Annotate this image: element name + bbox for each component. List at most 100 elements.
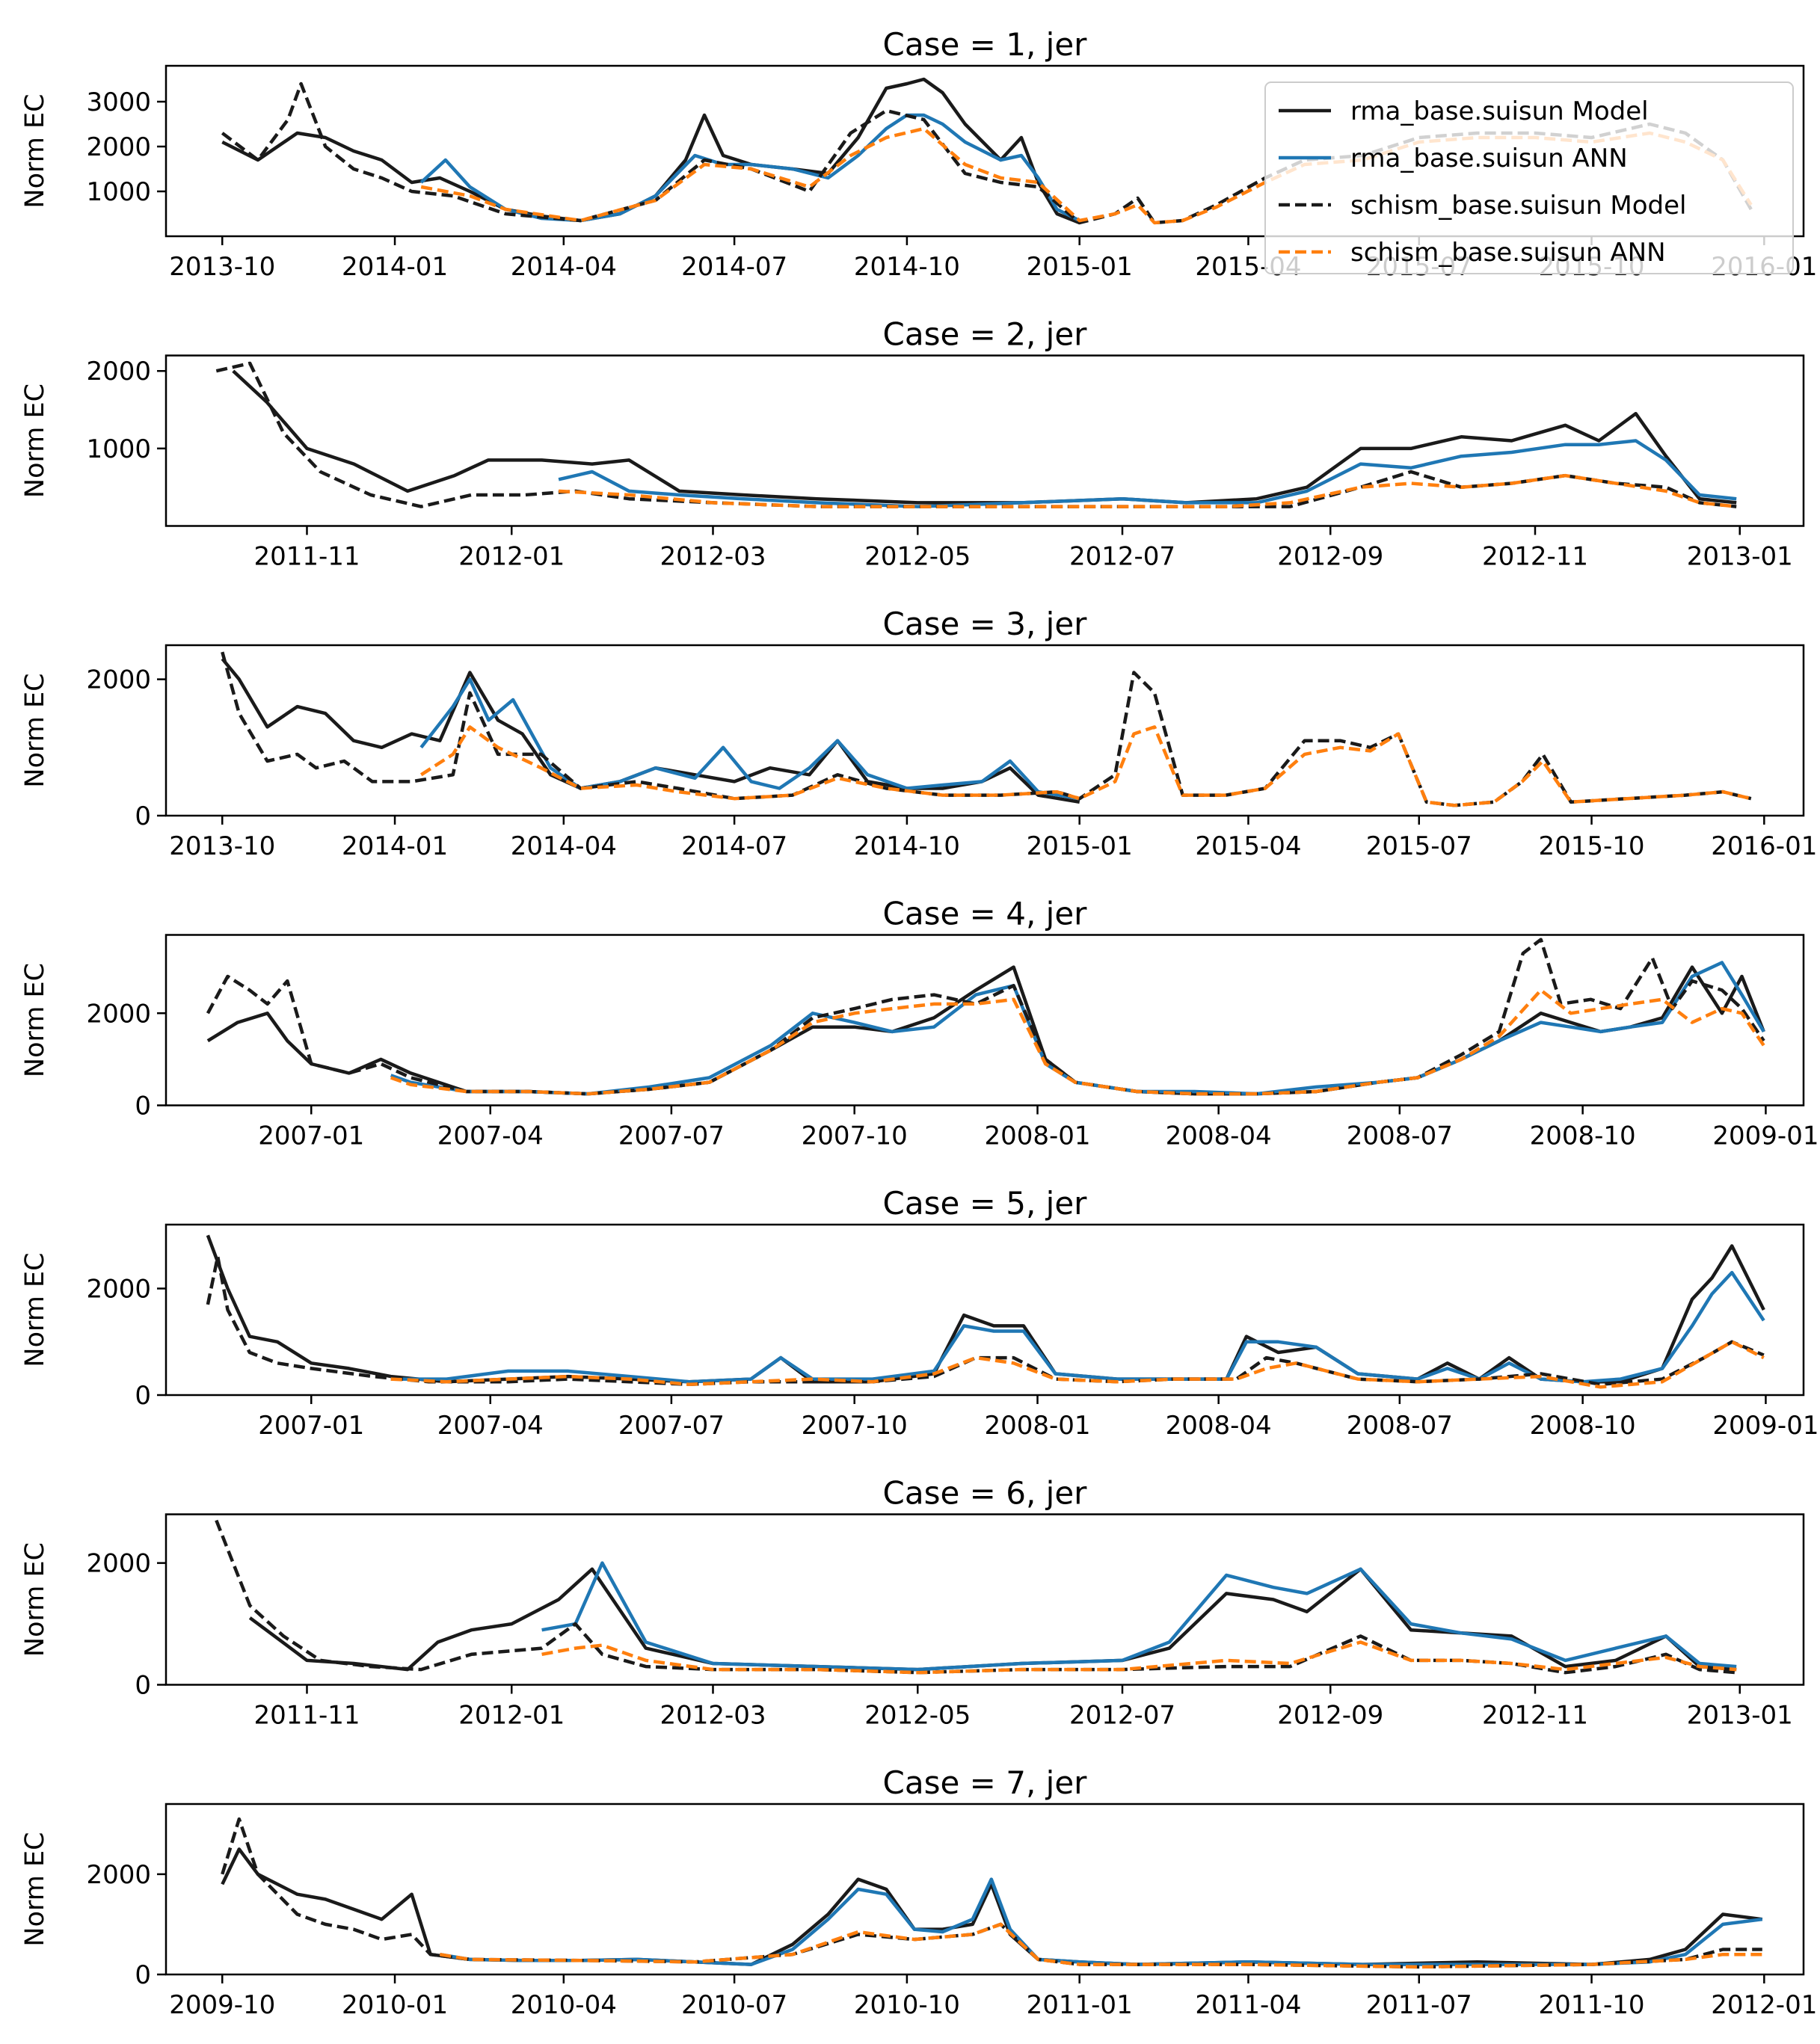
x-tick-label: 2013-01 [1687,1701,1793,1731]
series-line-2 [390,961,1765,1096]
series-line-3 [206,938,1765,1096]
x-tick-label: 2007-04 [437,1411,544,1441]
series-line-4 [390,988,1765,1096]
plot-frame [165,1803,1805,1976]
series-line-3 [215,1519,1737,1675]
y-axis-label: Norm EC [20,1542,50,1657]
subplot-title: Case = 3, jer [883,606,1088,642]
legend-label: rma_base.suisun ANN [1350,144,1628,173]
x-tick-label: 2014-04 [511,831,617,861]
series-line-1 [206,965,1765,1096]
x-tick-label: 2015-04 [1195,831,1301,861]
x-tick-label: 2012-01 [458,542,565,572]
y-tick-label: 0 [135,1381,151,1411]
y-tick-label: 2000 [86,1275,151,1305]
plot-frame [165,354,1805,527]
y-tick-label: 2000 [86,357,151,387]
x-tick-label: 2012-05 [864,1701,971,1731]
x-tick-label: 2014-01 [342,252,448,282]
subplot-2: Case = 2, jer Norm EC 1000 2000 2011-11 2012-… [20,316,1805,572]
x-tick-label: 2011-11 [253,1701,360,1731]
y-tick-label: 2000 [86,999,151,1029]
x-tick-label: 2013-10 [169,831,275,861]
y-tick-label: 0 [135,1671,151,1701]
series-line-2 [541,1561,1737,1672]
series-line-4 [558,473,1737,508]
x-tick-label: 2015-07 [1366,831,1472,861]
series-line-3 [221,81,1753,225]
y-tick-label: 1000 [86,434,151,464]
x-tick-label: 2014-04 [511,252,617,282]
legend-label: schism_base.suisun Model [1350,191,1687,221]
x-tick-label: 2012-03 [660,542,766,572]
y-axis-label: Norm EC [20,673,50,787]
x-tick-label: 2012-11 [1482,542,1588,572]
x-tick-label: 2007-10 [802,1411,908,1441]
series-line-4 [419,725,1752,807]
series-line-4 [541,1640,1737,1675]
subplot-6: Case = 6, jer Norm EC 0 2000 2011-11 2012-01 2… [20,1475,1805,1731]
x-tick-label: 2012-01 [1711,1990,1817,2020]
x-tick-label: 2007-07 [618,1121,725,1151]
plot-frame [165,1513,1805,1686]
y-axis-label: Norm EC [20,963,50,1077]
x-tick-label: 2008-10 [1530,1411,1636,1441]
series-line-4 [390,1340,1765,1389]
series-group [215,1519,1737,1675]
x-tick-label: 2012-03 [660,1701,766,1731]
x-tick-label: 2008-04 [1166,1121,1272,1151]
x-tick-label: 2008-01 [984,1411,1090,1441]
x-tick-label: 2010-01 [342,1990,448,2020]
x-tick-label: 2007-07 [618,1411,725,1441]
x-tick-label: 2014-10 [854,252,960,282]
subplot-title: Case = 4, jer [883,896,1088,932]
x-tick-label: 2015-01 [1027,252,1133,282]
series-group [221,1817,1763,1969]
series-line-2 [439,1877,1763,1966]
x-tick-label: 2010-07 [681,1990,787,2020]
x-tick-label: 2015-10 [1538,831,1644,861]
y-tick-label: 0 [135,801,151,831]
legend-label: rma_base.suisun Model [1350,96,1649,126]
series-line-1 [221,657,1080,804]
x-tick-label: 2007-01 [258,1121,364,1151]
y-axis-label: Norm EC [20,93,50,208]
subplot-4: Case = 4, jer Norm EC 0 2000 2007-01 2007-04 2… [20,896,1819,1151]
series-line-2 [419,677,1080,801]
x-tick-label: 2014-07 [681,831,787,861]
subplot-5: Case = 5, jer Norm EC 0 2000 2007-01 2007-04 2… [20,1185,1819,1441]
x-tick-label: 2008-10 [1530,1121,1636,1151]
series-group [206,1234,1765,1389]
plot-frame [165,1223,1805,1397]
x-tick-label: 2014-01 [342,831,448,861]
x-tick-label: 2009-10 [169,1990,275,2020]
plot-frame [165,934,1805,1106]
series-line-3 [221,651,1752,807]
series-group [206,938,1765,1096]
series-line-2 [419,113,1080,223]
x-tick-label: 2011-04 [1195,1990,1301,2020]
series-line-2 [558,439,1737,508]
y-tick-label: 2000 [86,1549,151,1579]
y-axis-label: Norm EC [20,384,50,498]
subplot-7: Case = 7, jer Norm EC 0 2000 2009-10 2010-01 2… [20,1764,1817,2020]
x-tick-label: 2012-01 [458,1701,565,1731]
x-tick-label: 2008-01 [984,1121,1090,1151]
series-line-3 [206,1255,1765,1387]
x-tick-label: 2008-04 [1166,1411,1272,1441]
y-tick-label: 2000 [86,665,151,695]
x-tick-label: 2007-10 [802,1121,908,1151]
x-tick-label: 2007-04 [437,1121,544,1151]
x-tick-label: 2011-11 [253,542,360,572]
x-tick-label: 2010-10 [854,1990,960,2020]
x-tick-label: 2010-04 [511,1990,617,2020]
y-tick-label: 0 [135,1960,151,1990]
x-tick-label: 2012-09 [1277,1701,1383,1731]
legend-box [1264,81,1794,274]
y-tick-label: 2000 [86,132,151,162]
x-tick-label: 2012-07 [1069,542,1175,572]
x-tick-label: 2012-11 [1482,1701,1588,1731]
subplot-3: Case = 3, jer Norm EC 0 2000 2013-10 2014-01 2… [20,606,1817,861]
x-tick-label: 2013-01 [1687,542,1793,572]
